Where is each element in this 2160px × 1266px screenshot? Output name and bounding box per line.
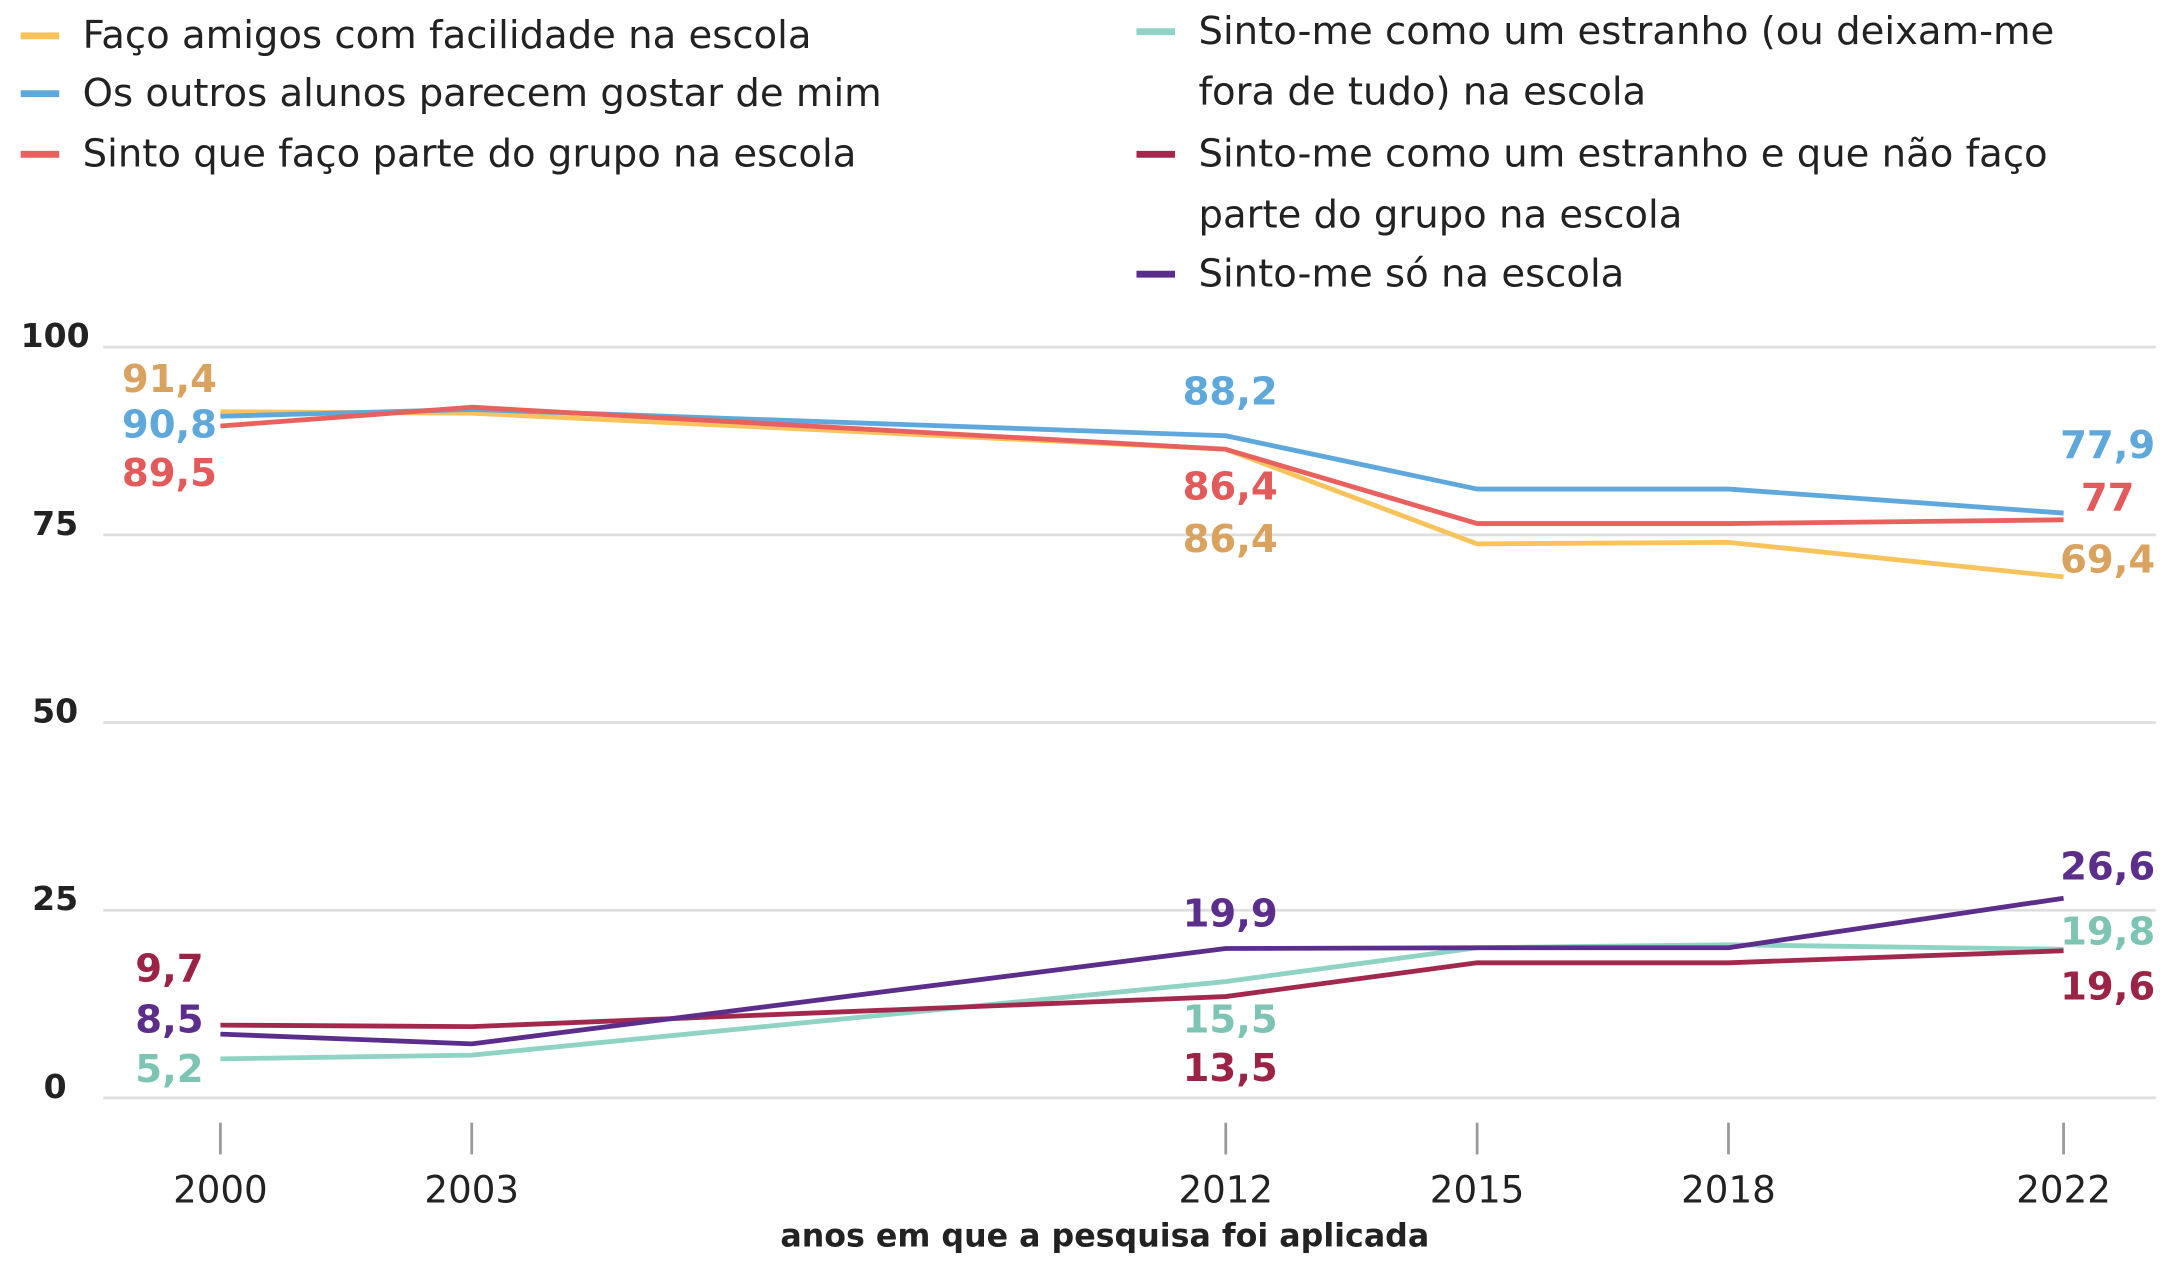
y-tick-label: 0 xyxy=(44,1067,67,1106)
series-line xyxy=(220,404,2064,526)
y-tick-label: 25 xyxy=(32,879,78,918)
data-label: 89,5 xyxy=(122,451,217,496)
x-tick-label: 2022 xyxy=(2016,1168,2111,1212)
data-label: 77,9 xyxy=(2060,423,2155,468)
x-tick-label: 2018 xyxy=(1681,1168,1776,1212)
data-label: 91,4 xyxy=(122,357,217,402)
x-tick-label: 2015 xyxy=(1430,1168,1525,1212)
x-tick-label: 2012 xyxy=(1178,1168,1273,1212)
data-label: 77 xyxy=(2081,476,2135,521)
legend-entry: Sinto-me como um estranho (ou deixam-me … xyxy=(1198,8,2055,115)
data-label: 5,2 xyxy=(135,1047,203,1092)
legend-label: Sinto que faço parte do grupo na escola xyxy=(82,130,857,177)
data-label: 8,5 xyxy=(135,998,203,1043)
data-label: 86,4 xyxy=(1183,465,1278,510)
data-label: 19,6 xyxy=(2060,965,2155,1010)
x-tick-label: 2003 xyxy=(424,1168,519,1212)
data-label: 90,8 xyxy=(122,403,217,448)
legend-entry: Faço amigos com facilidade na escola xyxy=(82,12,812,58)
x-axis-title: anos em que a pesquisa foi aplicada xyxy=(780,1219,1429,1255)
series-line xyxy=(220,942,2064,1062)
legend-label: Sinto-me só na escola xyxy=(1198,250,1625,297)
y-tick-label: 100 xyxy=(21,316,90,355)
legend-entry: Os outros alunos parecem gostar de mim xyxy=(82,70,882,116)
legend-label: Sinto-me como um estranho (ou deixam-me … xyxy=(1198,8,2055,115)
data-label: 88,2 xyxy=(1183,369,1278,414)
data-label: 19,9 xyxy=(1183,892,1278,937)
data-label: 19,8 xyxy=(2060,909,2155,954)
y-tick-label: 50 xyxy=(32,692,78,731)
series-line xyxy=(220,948,2064,1030)
legend-entry: Sinto-me só na escola xyxy=(1198,250,1625,297)
y-tick-label: 75 xyxy=(32,504,78,543)
data-label: 86,4 xyxy=(1183,517,1278,562)
data-label: 69,4 xyxy=(2060,538,2155,583)
legend-entry: Sinto-me como um estranho e que não faço… xyxy=(1198,130,2048,237)
data-label: 9,7 xyxy=(135,947,203,992)
data-label: 13,5 xyxy=(1183,1046,1278,1091)
series-line xyxy=(220,407,2064,516)
data-label: 26,6 xyxy=(2060,845,2155,890)
legend-entry: Sinto que faço parte do grupo na escola xyxy=(82,130,857,177)
legend-label: Faço amigos com facilidade na escola xyxy=(82,12,812,58)
x-tick-label: 2000 xyxy=(173,1168,268,1212)
series-line xyxy=(220,895,2064,1047)
legend-label: Sinto-me como um estranho e que não faço… xyxy=(1198,130,2048,237)
legend-label: Os outros alunos parecem gostar de mim xyxy=(82,70,882,116)
data-label: 15,5 xyxy=(1183,998,1278,1043)
